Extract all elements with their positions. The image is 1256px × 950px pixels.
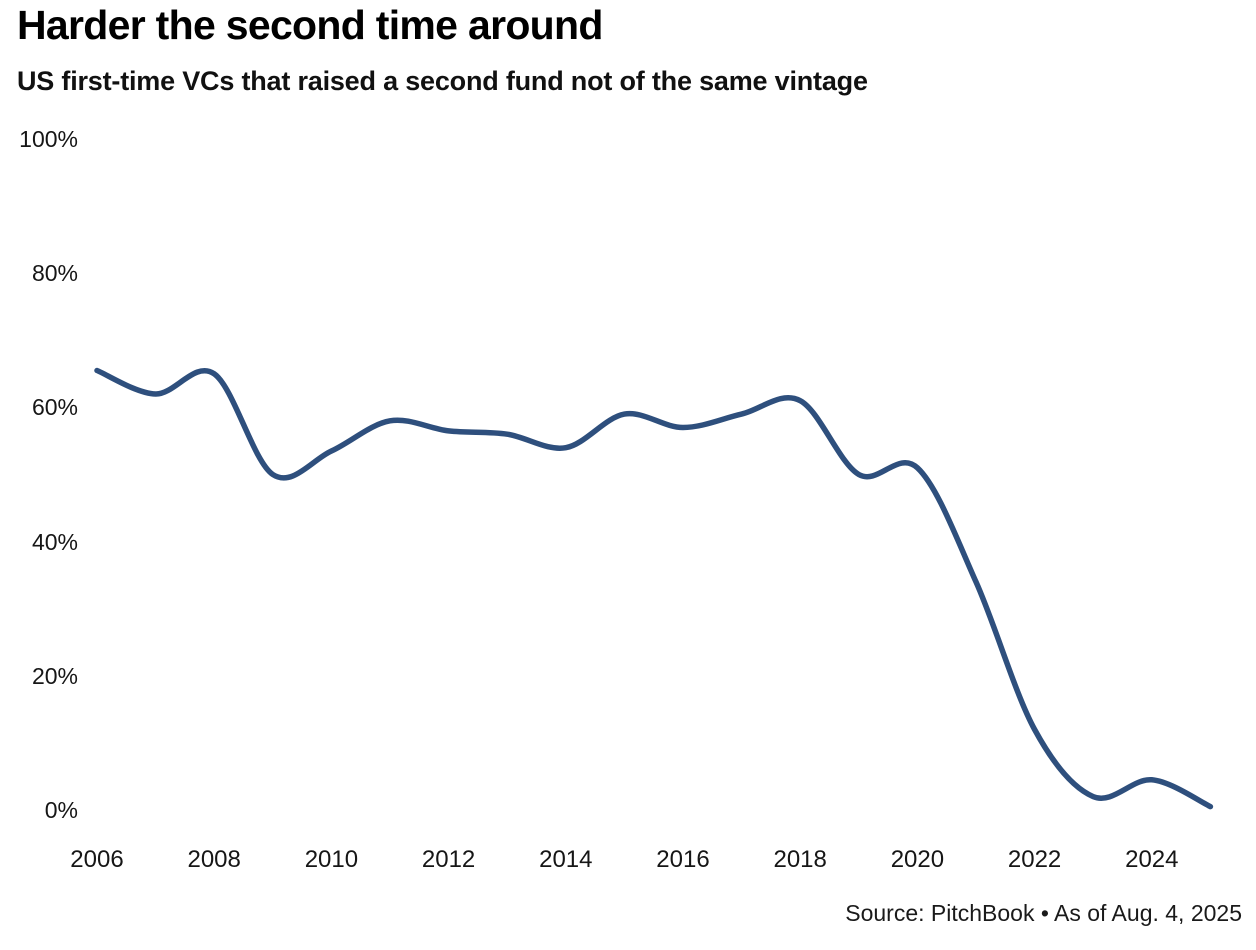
y-tick-label: 0% <box>44 797 78 823</box>
x-tick-label: 2018 <box>773 846 827 873</box>
x-tick-label: 2010 <box>304 846 359 873</box>
x-tick-label: 2006 <box>70 846 124 873</box>
chart-subtitle: US first-time VCs that raised a second f… <box>17 66 868 96</box>
x-tick-label: 2022 <box>1007 846 1062 873</box>
x-tick-label: 2008 <box>187 846 241 873</box>
x-tick-label: 2012 <box>421 846 476 873</box>
y-tick-label: 60% <box>31 394 78 421</box>
x-tick-label: 2016 <box>656 846 710 873</box>
source-note: Source: PitchBook • As of Aug. 4, 2025 <box>845 900 1242 926</box>
y-tick-label: 100% <box>19 126 78 152</box>
y-tick-label: 40% <box>31 528 78 555</box>
x-tick-label: 2024 <box>1125 846 1179 873</box>
y-tick-label: 80% <box>31 260 78 287</box>
x-tick-label: 2020 <box>890 846 945 873</box>
x-tick-label: 2014 <box>539 846 593 873</box>
chart-title: Harder the second time around <box>17 2 603 48</box>
y-tick-label: 20% <box>31 662 78 689</box>
trend-line <box>94 367 1214 810</box>
